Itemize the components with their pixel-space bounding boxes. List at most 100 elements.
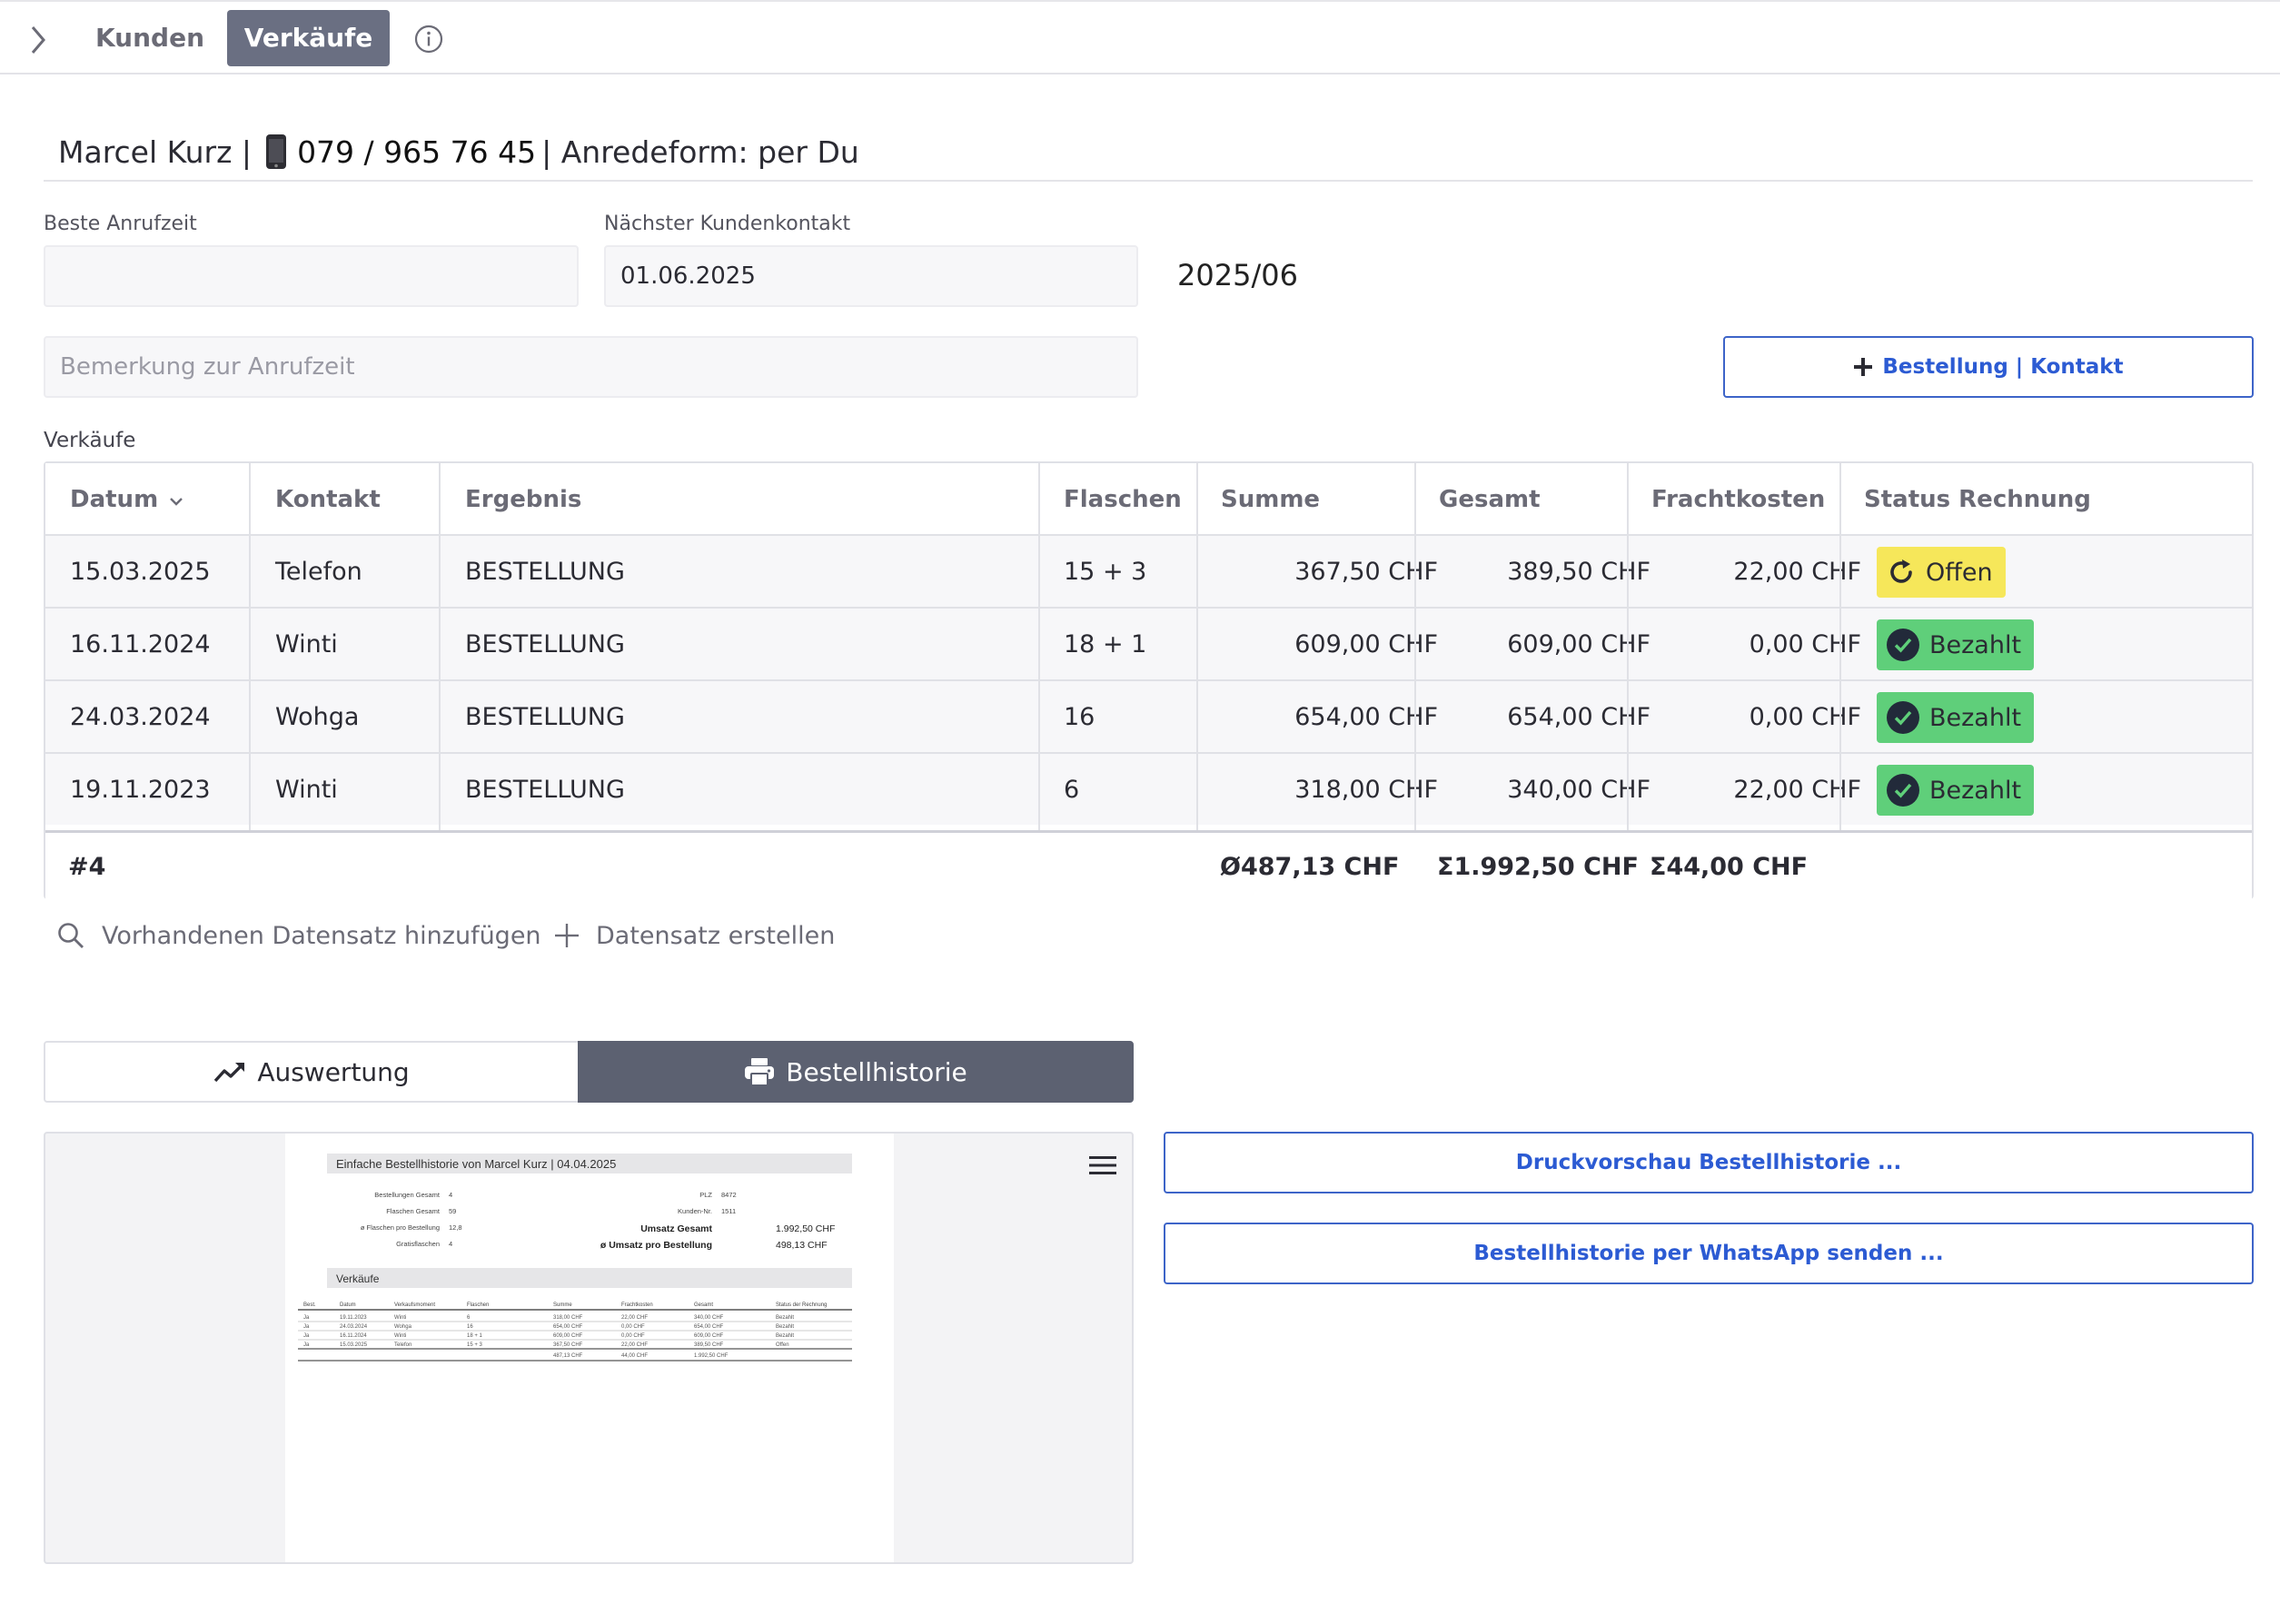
cell-datum: 19.11.2023 — [70, 776, 211, 804]
cell-frachtkosten: 22,00 CHF — [1733, 558, 1861, 586]
best-call-time-label: Beste Anrufzeit — [44, 213, 197, 235]
status-badge[interactable]: Bezahlt — [1877, 692, 2035, 743]
svg-text:Gratisflaschen: Gratisflaschen — [396, 1240, 440, 1248]
customer-phone[interactable]: 079 / 965 76 45 — [297, 134, 537, 170]
column-divider — [1839, 463, 1841, 830]
svg-text:Datum: Datum — [340, 1302, 356, 1308]
tab-kunden[interactable]: Kunden — [94, 23, 205, 53]
best-call-time-input[interactable] — [44, 245, 579, 307]
trending-up-icon — [214, 1063, 245, 1083]
hamburger-menu-icon[interactable] — [1088, 1154, 1117, 1177]
cell-kontakt: Winti — [275, 776, 338, 804]
cell-frachtkosten: 0,00 CHF — [1749, 703, 1861, 731]
column-header-gesamt[interactable]: Gesamt — [1439, 486, 1541, 513]
status-badge[interactable]: Bezahlt — [1877, 765, 2035, 816]
chevron-right-icon[interactable] — [25, 22, 51, 58]
cell-flaschen: 18 + 1 — [1064, 630, 1147, 659]
svg-text:Flaschen: Flaschen — [467, 1302, 489, 1308]
info-icon[interactable] — [414, 25, 443, 54]
svg-text:Winti: Winti — [394, 1333, 406, 1339]
svg-text:Verkäufe: Verkäufe — [336, 1272, 380, 1285]
column-header-ergebnis[interactable]: Ergebnis — [465, 486, 582, 513]
svg-text:59: 59 — [449, 1207, 456, 1215]
print-preview-button[interactable]: Druckvorschau Bestellhistorie ... — [1164, 1132, 2254, 1193]
customer-salutation: | Anredeform: per Du — [541, 134, 859, 170]
cell-flaschen: 6 — [1064, 776, 1080, 804]
cell-frachtkosten: 22,00 CHF — [1733, 776, 1861, 804]
svg-text:498,13 CHF: 498,13 CHF — [776, 1240, 828, 1251]
preview-document: Einfache Bestellhistorie von Marcel Kurz… — [285, 1134, 894, 1562]
cell-kontakt: Telefon — [275, 558, 362, 586]
tab-bestellhistorie[interactable]: Bestellhistorie — [578, 1041, 1134, 1103]
table-row[interactable]: 16.11.2024 Winti BESTELLUNG 18 + 1 609,0… — [45, 607, 2252, 679]
svg-text:Flaschen Gesamt: Flaschen Gesamt — [386, 1207, 441, 1215]
column-divider — [249, 463, 251, 830]
svg-text:Best.: Best. — [303, 1302, 316, 1308]
svg-text:Bezahlt: Bezahlt — [776, 1333, 794, 1339]
column-header-summe[interactable]: Summe — [1221, 486, 1321, 513]
column-header-flaschen[interactable]: Flaschen — [1064, 486, 1182, 513]
svg-text:Ja: Ja — [303, 1315, 310, 1321]
svg-text:367,50 CHF: 367,50 CHF — [553, 1342, 583, 1348]
cell-summe: 654,00 CHF — [1294, 703, 1438, 731]
svg-text:Kunden-Nr.: Kunden-Nr. — [678, 1207, 712, 1215]
svg-text:Bestellungen Gesamt: Bestellungen Gesamt — [374, 1191, 441, 1199]
next-contact-date-input[interactable]: 01.06.2025 — [604, 245, 1138, 307]
top-navigation: Kunden Verkäufe — [0, 0, 2280, 74]
svg-text:0,00 CHF: 0,00 CHF — [621, 1333, 645, 1339]
svg-text:Ja: Ja — [303, 1342, 310, 1348]
svg-text:4: 4 — [449, 1240, 452, 1248]
column-header-datum[interactable]: Datum — [70, 463, 184, 536]
column-header-status[interactable]: Status Rechnung — [1864, 486, 2091, 513]
cell-flaschen: 16 — [1064, 703, 1095, 731]
status-badge[interactable]: Bezahlt — [1877, 619, 2035, 670]
svg-text:1511: 1511 — [721, 1207, 736, 1215]
cell-summe: 318,00 CHF — [1294, 776, 1438, 804]
svg-text:Winti: Winti — [394, 1315, 406, 1321]
svg-text:6: 6 — [467, 1315, 471, 1321]
column-header-frachtkosten[interactable]: Frachtkosten — [1651, 486, 1826, 513]
svg-text:15 + 3: 15 + 3 — [467, 1342, 483, 1348]
preview-title: Einfache Bestellhistorie von Marcel Kurz… — [336, 1157, 616, 1171]
add-existing-record-link[interactable]: Vorhandenen Datensatz hinzufügen — [56, 916, 541, 956]
svg-text:Telefon: Telefon — [394, 1342, 411, 1348]
svg-text:Wohga: Wohga — [394, 1324, 412, 1330]
table-row[interactable]: 24.03.2024 Wohga BESTELLUNG 16 654,00 CH… — [45, 679, 2252, 752]
svg-text:ø Umsatz pro Bestellung: ø Umsatz pro Bestellung — [600, 1240, 712, 1251]
call-time-remark-input[interactable]: Bemerkung zur Anrufzeit — [44, 336, 1138, 398]
create-record-link[interactable]: Datensatz erstellen — [554, 916, 835, 956]
svg-text:Bezahlt: Bezahlt — [776, 1324, 794, 1330]
footer-count: #4 — [68, 853, 106, 881]
check-circle-icon — [1887, 701, 1919, 734]
order-history-preview[interactable]: Einfache Bestellhistorie von Marcel Kurz… — [44, 1132, 1134, 1564]
cell-kontakt: Wohga — [275, 703, 360, 731]
chevron-down-icon[interactable] — [168, 496, 184, 507]
svg-text:Status der Rechnung: Status der Rechnung — [776, 1302, 827, 1308]
svg-text:389,50 CHF: 389,50 CHF — [694, 1342, 724, 1348]
svg-text:Frachtkosten: Frachtkosten — [621, 1302, 653, 1308]
status-badge[interactable]: Offen — [1877, 547, 2006, 598]
svg-text:0,00 CHF: 0,00 CHF — [621, 1324, 645, 1330]
svg-text:15.03.2025: 15.03.2025 — [340, 1342, 368, 1348]
cell-ergebnis: BESTELLUNG — [465, 703, 625, 731]
cell-gesamt: 389,50 CHF — [1507, 558, 1651, 586]
svg-text:340,00 CHF: 340,00 CHF — [694, 1315, 724, 1321]
add-order-contact-button[interactable]: Bestellung | Kontakt — [1723, 336, 2254, 398]
svg-text:22,00 CHF: 22,00 CHF — [621, 1315, 648, 1321]
svg-text:487,13 CHF: 487,13 CHF — [553, 1353, 583, 1359]
tab-verkaeufe[interactable]: Verkäufe — [227, 10, 390, 66]
svg-text:16.11.2024: 16.11.2024 — [340, 1333, 367, 1339]
footer-sum-frachtkosten: Σ44,00 CHF — [1650, 853, 1809, 881]
tab-auswertung[interactable]: Auswertung — [44, 1041, 580, 1103]
svg-text:16: 16 — [467, 1324, 473, 1330]
column-divider — [1038, 463, 1040, 830]
table-row[interactable]: 19.11.2023 Winti BESTELLUNG 6 318,00 CHF… — [45, 752, 2252, 825]
next-contact-label: Nächster Kundenkontakt — [604, 213, 851, 235]
svg-text:Gesamt: Gesamt — [694, 1302, 713, 1308]
send-whatsapp-button[interactable]: Bestellhistorie per WhatsApp senden ... — [1164, 1223, 2254, 1284]
column-divider — [1196, 463, 1198, 830]
cell-flaschen: 15 + 3 — [1064, 558, 1147, 586]
column-header-kontakt[interactable]: Kontakt — [275, 486, 381, 513]
table-row[interactable]: 15.03.2025 Telefon BESTELLUNG 15 + 3 367… — [45, 534, 2252, 607]
cell-gesamt: 609,00 CHF — [1507, 630, 1651, 659]
